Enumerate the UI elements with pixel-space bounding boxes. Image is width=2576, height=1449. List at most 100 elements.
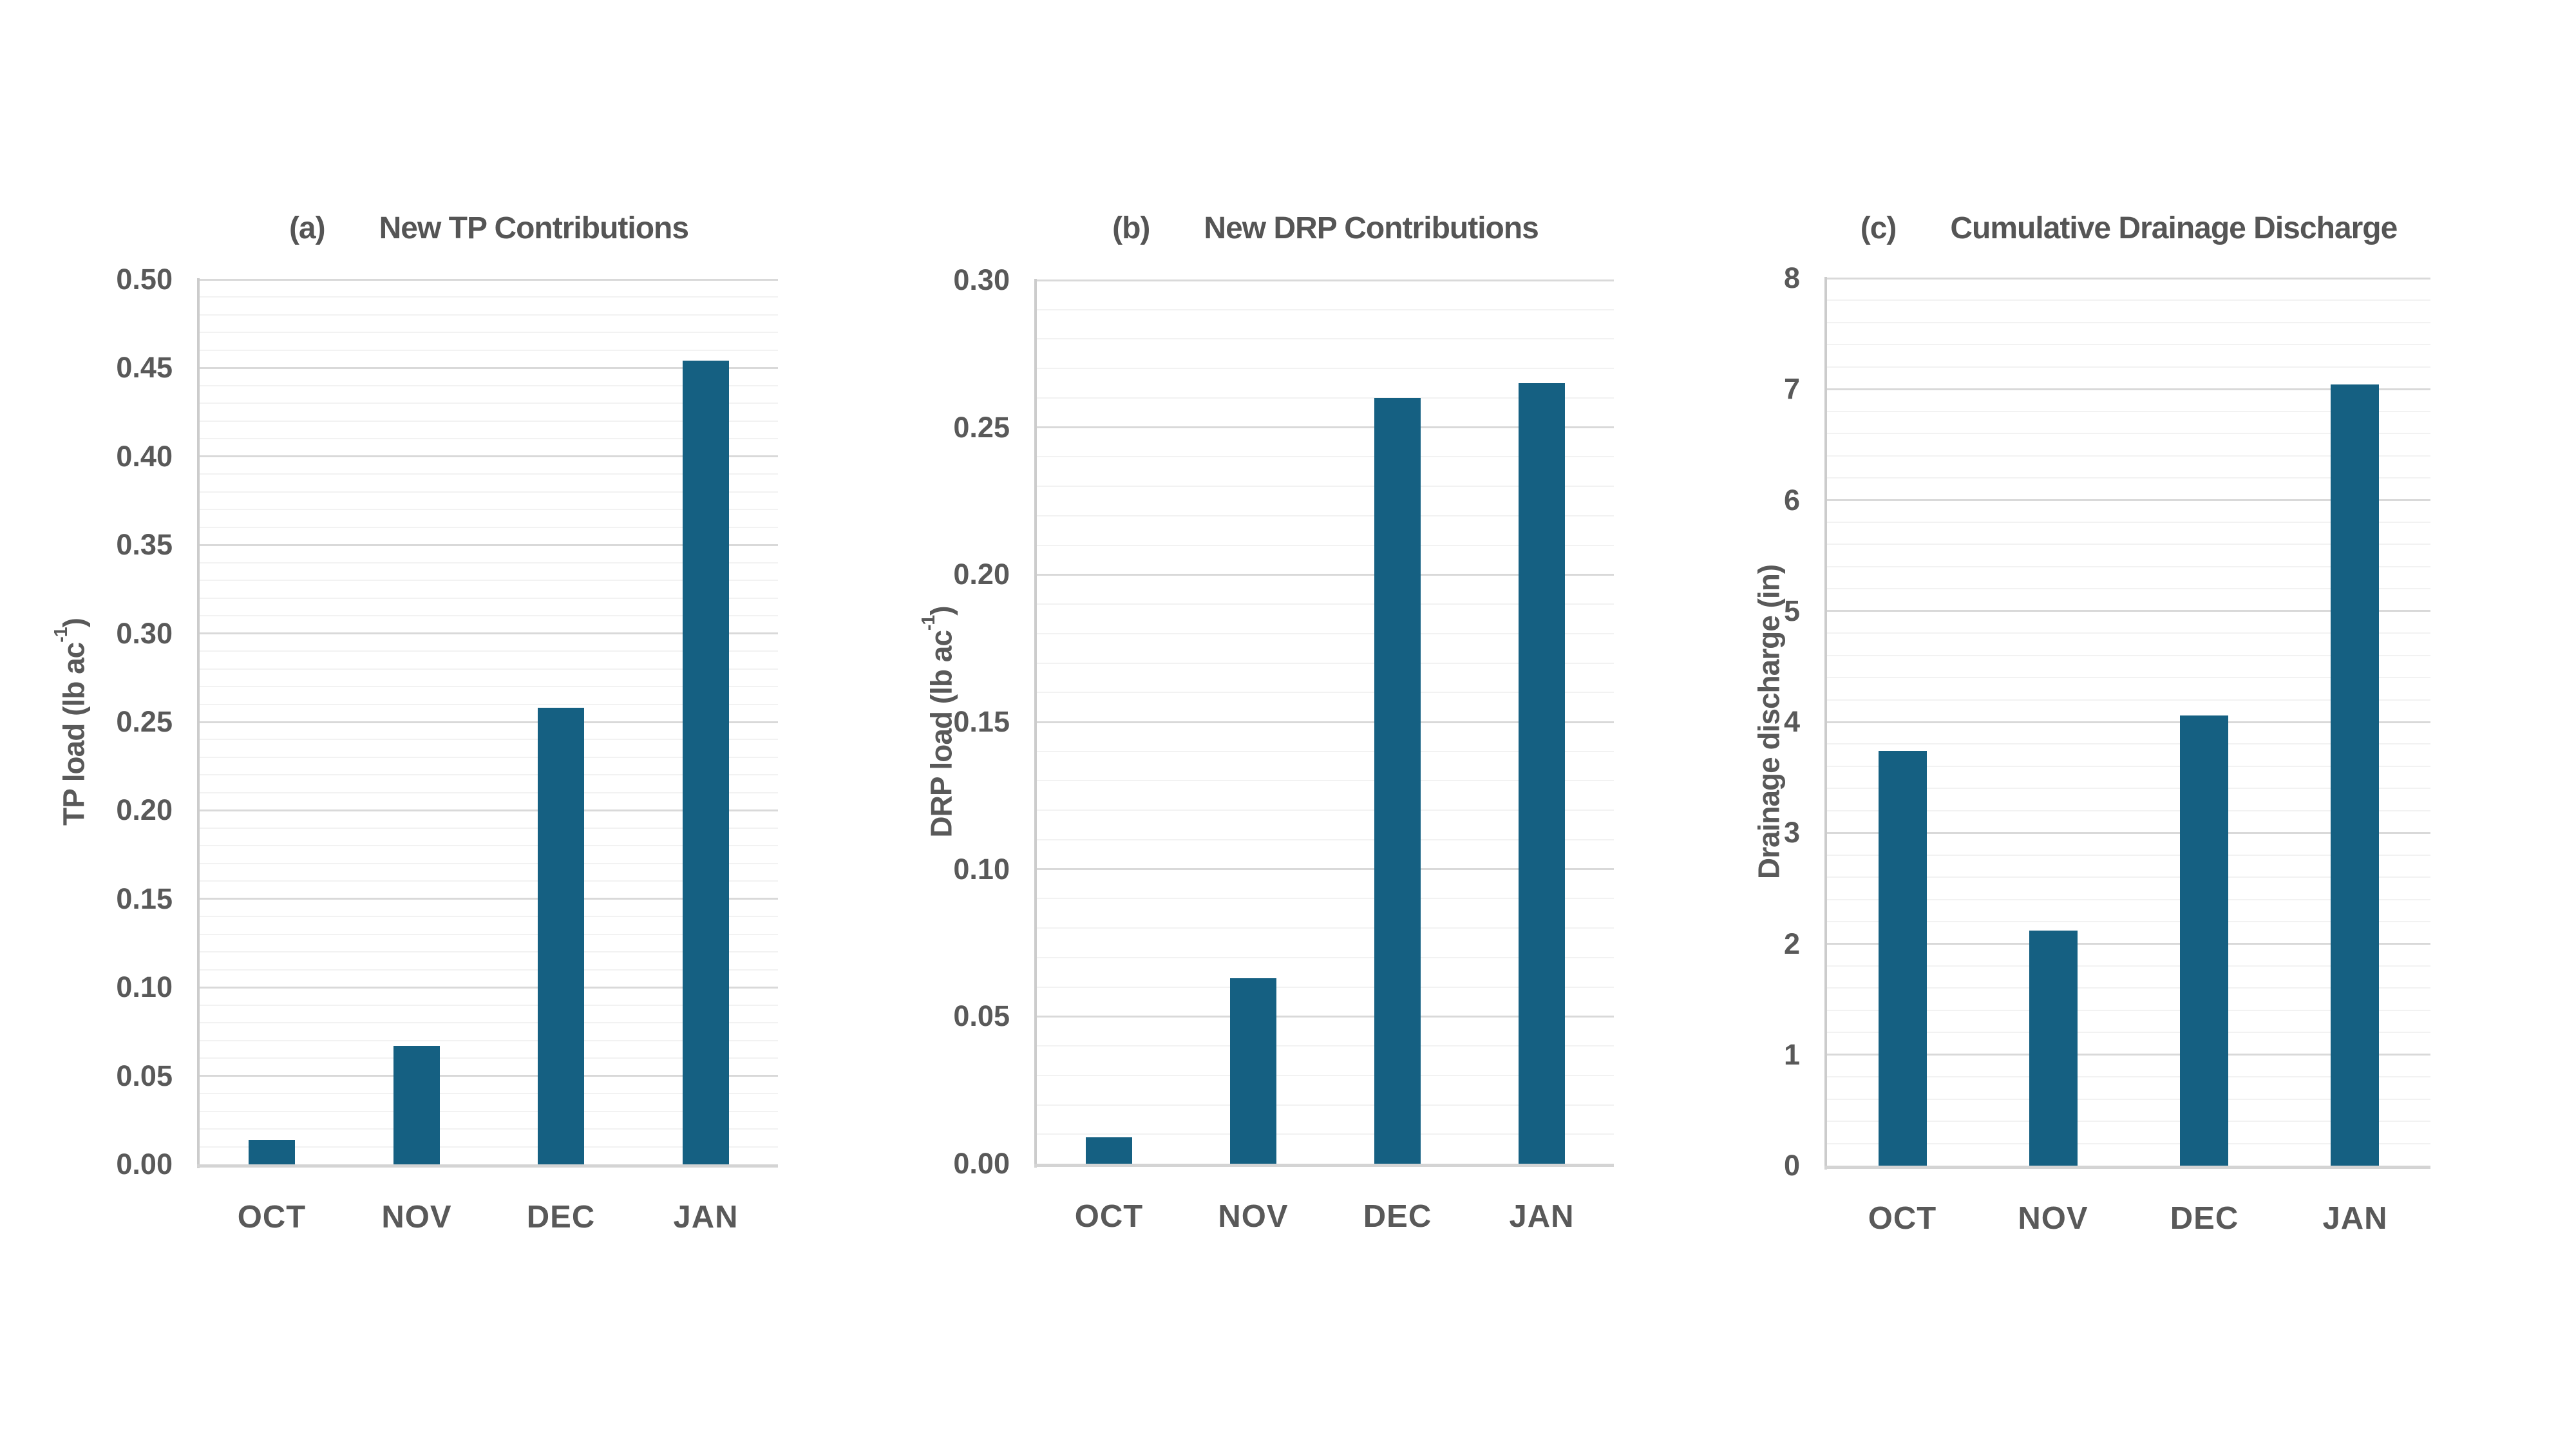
gridline-minor <box>1827 677 2430 679</box>
gridline-minor <box>1827 898 2430 900</box>
y-tick-label: 4 <box>1783 705 1800 738</box>
gridline-major <box>200 632 778 635</box>
gridline-minor <box>200 827 778 829</box>
gridline-minor <box>200 756 778 758</box>
gridline-minor <box>200 1022 778 1024</box>
gridline-minor <box>200 791 778 793</box>
gridline-minor <box>1827 410 2430 412</box>
gridline-minor <box>1827 699 2430 701</box>
gridline-minor <box>200 332 778 334</box>
gridline-minor <box>1827 1009 2430 1011</box>
y-tick-label: 0.25 <box>116 705 173 738</box>
gridline-minor <box>200 526 778 528</box>
gridline-minor <box>1037 780 1614 782</box>
x-category-label-dec: DEC <box>2170 1201 2239 1236</box>
gridline-minor <box>1827 965 2430 967</box>
gridline-minor <box>200 1039 778 1041</box>
y-tick-label: 0.45 <box>116 351 173 384</box>
gridline-minor <box>1827 654 2430 656</box>
gridline-minor <box>1827 1142 2430 1144</box>
gridline-minor <box>1827 743 2430 745</box>
gridline-minor <box>200 686 778 688</box>
bar-dec <box>2180 715 2228 1166</box>
gridline-minor <box>200 384 778 386</box>
bar-nov <box>1230 978 1276 1164</box>
gridline-minor <box>200 402 778 404</box>
y-tick-label: 0 <box>1783 1149 1800 1182</box>
x-category-label-dec: DEC <box>1363 1199 1432 1234</box>
gridline-major <box>1827 610 2430 612</box>
y-tick-label: 0.40 <box>116 439 173 473</box>
chart-title-c: Cumulative Drainage Discharge <box>1950 211 2398 245</box>
gridline-minor <box>200 349 778 351</box>
gridline-minor <box>1037 898 1614 900</box>
gridline-minor <box>200 1146 778 1148</box>
gridline-minor <box>200 473 778 475</box>
gridline-minor <box>1037 1045 1614 1047</box>
gridline-minor <box>200 845 778 847</box>
gridline-major <box>1827 277 2430 279</box>
gridline-major <box>200 1075 778 1077</box>
y-tick-label: 0.00 <box>953 1147 1010 1180</box>
gridline-minor <box>1827 366 2430 368</box>
gridline-minor <box>200 933 778 935</box>
gridline-minor <box>200 1093 778 1095</box>
gridline-minor <box>1827 521 2430 523</box>
gridline-minor <box>200 438 778 440</box>
bar-jan <box>2331 384 2379 1166</box>
y-tick-label: 0.30 <box>953 263 1010 296</box>
gridline-minor <box>200 580 778 582</box>
y-tick-label: 0.20 <box>953 558 1010 591</box>
gridline-minor <box>200 668 778 670</box>
chart-title-row-c: (c) Cumulative Drainage Discharge <box>1827 207 2430 249</box>
gridline-minor <box>1827 854 2430 856</box>
y-tick-label: 5 <box>1783 594 1800 627</box>
gridline-minor <box>1037 692 1614 694</box>
gridline-minor <box>1827 1032 2430 1034</box>
y-tick-label: 0.20 <box>116 793 173 827</box>
y-tick-label: 0.15 <box>953 705 1010 738</box>
gridline-minor <box>1037 662 1614 664</box>
gridline-minor <box>1037 368 1614 370</box>
gridline-minor <box>1827 455 2430 457</box>
gridline-major <box>1827 388 2430 390</box>
gridline-minor <box>200 509 778 511</box>
x-category-label-dec: DEC <box>526 1200 596 1235</box>
gridline-major <box>1827 1054 2430 1056</box>
y-axis-line <box>197 278 200 1168</box>
x-category-label-jan: JAN <box>2322 1201 2388 1236</box>
y-tick-label: 8 <box>1783 261 1800 294</box>
gridline-minor <box>200 1128 778 1130</box>
y-tick-label: 0.05 <box>953 999 1010 1033</box>
gridline-minor <box>1827 1076 2430 1078</box>
gridline-minor <box>200 420 778 422</box>
y-axis-line <box>1824 277 1827 1170</box>
x-category-label-oct: OCT <box>1074 1199 1144 1234</box>
gridline-major <box>1037 426 1614 429</box>
y-tick-label: 3 <box>1783 816 1800 849</box>
gridline-minor <box>1827 987 2430 989</box>
gridline-minor <box>200 491 778 493</box>
gridline-minor <box>1037 397 1614 399</box>
gridline-minor <box>1827 921 2430 923</box>
gridline-minor <box>1827 1121 2430 1122</box>
bar-nov <box>393 1046 440 1164</box>
chart-title-row-b: (b) New DRP Contributions <box>1037 207 1614 249</box>
y-tick-label: 0.00 <box>116 1148 173 1180</box>
gridline-minor <box>1037 603 1614 605</box>
gridline-major <box>200 898 778 900</box>
x-axis-baseline <box>1824 1166 2430 1169</box>
gridline-minor <box>1827 299 2430 301</box>
gridline-minor <box>200 880 778 882</box>
bar-jan <box>683 361 729 1164</box>
y-tick-label: 2 <box>1783 927 1800 960</box>
bar-dec <box>1374 398 1421 1164</box>
y-tick-label: 0.10 <box>116 971 173 1004</box>
gridline-major <box>200 809 778 811</box>
y-axis-title-b-close: ) <box>924 606 958 616</box>
gridline-minor <box>1827 477 2430 479</box>
y-axis-title-b-superscript: -1 <box>918 615 940 631</box>
x-category-label-nov: NOV <box>2018 1201 2088 1236</box>
gridline-minor <box>1827 810 2430 811</box>
